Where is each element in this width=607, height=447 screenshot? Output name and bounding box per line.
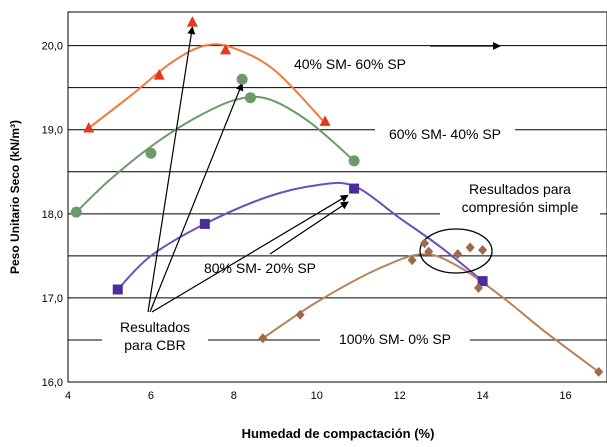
series-label-100sm: 100% SM- 0% SP — [339, 331, 451, 347]
data-point-triangle — [186, 16, 198, 27]
y-tick-label: 19,0 — [42, 125, 63, 137]
y-tick-label: 18,0 — [42, 209, 63, 221]
label-background — [102, 318, 208, 354]
annotation-arrows — [147, 26, 501, 313]
cbr-arrow — [151, 194, 349, 313]
compresion-annotation-line2: compresión simple — [462, 199, 579, 215]
series-markers — [70, 16, 604, 377]
x-tick-label: 12 — [394, 390, 406, 402]
data-point-circle — [145, 147, 157, 159]
compresion-ellipse — [419, 228, 493, 274]
cbr-annotation-line1: Resultados — [120, 319, 190, 335]
label-background — [284, 56, 414, 74]
plot-frame — [67, 11, 607, 383]
data-point-diamond — [407, 255, 417, 266]
y-tick-label: 16,0 — [42, 377, 63, 389]
y-tick-label: 20,0 — [42, 41, 63, 53]
series-curve-0 — [88, 43, 326, 129]
x-tick-label: 16 — [559, 390, 571, 402]
cbr-annotation-line2: para CBR — [124, 337, 185, 353]
data-point-triangle — [83, 122, 95, 133]
data-point-diamond — [424, 246, 434, 257]
cbr-arrow — [149, 82, 244, 313]
data-point-circle — [70, 206, 82, 218]
x-tick-label: 6 — [148, 390, 154, 402]
data-point-diamond — [420, 238, 430, 249]
label-background — [375, 126, 515, 144]
data-point-diamond — [295, 309, 305, 320]
axis-tick-labels: 16,0 17,0 18,0 19,0 20,0 4 6 8 10 12 14 16 — [42, 41, 572, 402]
x-tick-label: 14 — [476, 390, 488, 402]
data-point-circle — [244, 92, 256, 104]
label-background — [190, 260, 330, 278]
label-background — [320, 331, 470, 349]
series-label-60sm: 60% SM- 40% SP — [389, 126, 501, 142]
series-label-40sm: 40% SM- 60% SP — [294, 56, 406, 72]
data-point-diamond — [258, 333, 268, 344]
series-curve-1 — [75, 95, 355, 213]
x-axis-title: Humedad de compactación (%) — [242, 426, 435, 441]
gridlines — [68, 45, 607, 341]
cbr-arrow — [147, 26, 196, 313]
series-label-80sm: 80% SM- 20% SP — [204, 260, 316, 276]
compresion-annotation-line1: Resultados para — [469, 181, 571, 197]
label-background — [440, 181, 600, 217]
x-tick-label: 4 — [65, 390, 71, 402]
series-curve-3 — [262, 253, 600, 373]
data-point-diamond — [473, 282, 483, 293]
y-axis-title: Peso Unitario Seco (kN/m³) — [8, 120, 22, 274]
data-point-triangle — [220, 43, 232, 55]
data-point-triangle — [153, 69, 165, 80]
data-point-square — [199, 218, 210, 229]
x-tick-label: 8 — [231, 390, 237, 402]
series-curves — [75, 43, 600, 373]
series-curve-2 — [117, 181, 484, 291]
data-point-diamond — [478, 244, 488, 255]
data-point-circle — [236, 73, 248, 85]
data-point-diamond — [594, 366, 604, 377]
y-tick-label: 17,0 — [42, 293, 63, 305]
series-pointer-arrow — [269, 201, 349, 255]
data-point-square — [112, 284, 123, 295]
data-point-circle — [348, 155, 360, 167]
data-point-diamond — [453, 249, 463, 260]
data-point-square — [477, 276, 488, 287]
series-label-backgrounds — [102, 56, 600, 354]
data-point-diamond — [465, 242, 475, 253]
data-point-triangle — [319, 115, 331, 126]
x-tick-label: 10 — [311, 390, 323, 402]
data-point-square — [349, 183, 360, 194]
